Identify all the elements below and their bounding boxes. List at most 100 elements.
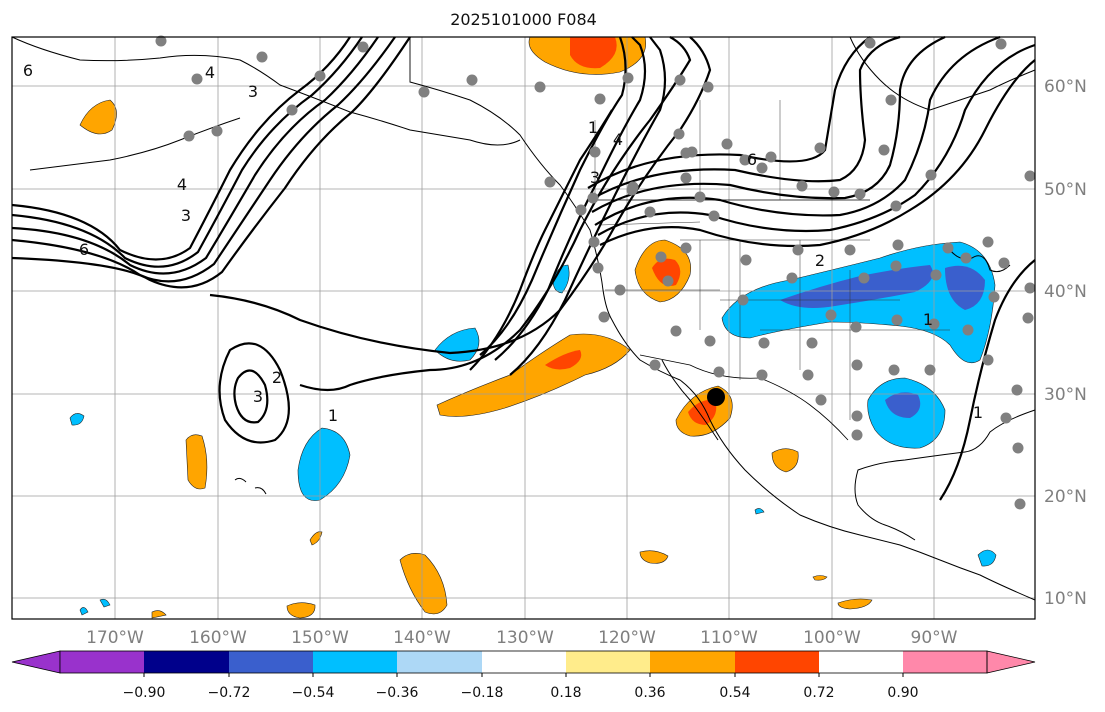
contour-label: 1 <box>973 403 983 422</box>
station-marker <box>740 254 752 266</box>
station-marker <box>155 35 167 47</box>
contour-label: 3 <box>181 206 191 225</box>
contour-line <box>594 35 1001 226</box>
longitude-tick-label: 110°W <box>700 628 758 648</box>
station-marker <box>802 369 814 381</box>
shaded-field <box>69 36 997 619</box>
station-marker <box>708 210 720 222</box>
colorbar: −0.90 −0.72 −0.54 −0.36 −0.18 0.18 0.36 0.54 0.7… <box>11 650 1036 701</box>
colorbar-tick-label: 0.36 <box>634 685 665 701</box>
station-marker <box>614 284 626 296</box>
station-marker <box>183 130 195 142</box>
station-marker <box>662 275 674 287</box>
contour-line <box>494 36 647 361</box>
station-marker <box>924 364 936 376</box>
island-hawaii <box>234 477 267 495</box>
station-marker <box>928 318 940 330</box>
station-marker <box>786 272 798 284</box>
station-marker <box>888 364 900 376</box>
contour-label: 1 <box>923 310 933 329</box>
canada-province-borders <box>409 37 781 200</box>
station-marker <box>418 86 430 98</box>
contour-label: 3 <box>248 82 258 101</box>
station-marker <box>851 359 863 371</box>
contour-line <box>469 109 613 371</box>
contour-line <box>11 36 396 283</box>
colorbar-segment <box>566 651 650 673</box>
station-marker <box>534 81 546 93</box>
station-marker <box>713 366 725 378</box>
colorbar-segment <box>229 651 313 673</box>
longitude-tick-label: 120°W <box>598 628 656 648</box>
negative-area <box>79 607 89 616</box>
map-gridlines <box>12 37 1035 619</box>
station-marker <box>466 74 478 86</box>
contour-label: 6 <box>79 240 89 259</box>
colorbar-tick-label: −0.90 <box>123 685 166 701</box>
latitude-tick-label: 20°N <box>1044 487 1087 507</box>
colorbar-segment <box>482 651 566 673</box>
longitude-tick-label: 90°W <box>911 628 958 648</box>
station-marker <box>885 94 897 106</box>
colorbar-tick-label: −0.54 <box>292 685 335 701</box>
station-marker <box>828 186 840 198</box>
station-marker <box>942 242 954 254</box>
latitude-tick-label: 10°N <box>1044 589 1087 609</box>
station-marker <box>673 128 685 140</box>
station-marker <box>721 138 733 150</box>
contour-label: 4 <box>177 175 187 194</box>
station-marker <box>796 180 808 192</box>
latitude-tick-label: 40°N <box>1044 282 1087 302</box>
station-marker <box>962 324 974 336</box>
longitude-tick-label: 140°W <box>393 628 451 648</box>
contour-label: 2 <box>815 251 825 270</box>
station-marker <box>694 191 706 203</box>
coastline-baja <box>661 359 719 441</box>
longitude-tick-label: 150°W <box>291 628 349 648</box>
coastline-aleutians <box>29 117 241 171</box>
station-marker <box>256 51 268 63</box>
coastline-gulf <box>854 409 1036 541</box>
colorbar-segment <box>735 651 819 673</box>
colorbar-tick-label: 0.90 <box>887 685 918 701</box>
contour-line <box>589 35 901 201</box>
colorbar-segment <box>60 651 144 673</box>
station-marker <box>878 144 890 156</box>
contour-label: 4 <box>613 130 623 149</box>
positive-core <box>545 350 582 370</box>
negative-area <box>69 413 85 426</box>
colorbar-extend-high <box>986 650 1036 674</box>
longitude-tick-label: 100°W <box>803 628 861 648</box>
station-markers <box>155 35 1036 510</box>
station-marker <box>995 38 1007 50</box>
station-marker <box>686 146 698 158</box>
station-marker <box>998 257 1010 269</box>
station-marker <box>890 200 902 212</box>
contour-line <box>599 59 1036 248</box>
station-marker <box>825 309 837 321</box>
contour-line <box>233 369 269 424</box>
colorbar-tick-label: 0.18 <box>550 685 581 701</box>
contour-label: 6 <box>747 150 757 169</box>
station-marker <box>737 294 749 306</box>
station-marker <box>357 41 369 53</box>
colorbar-tick-label: −0.18 <box>461 685 504 701</box>
colorbar-segment <box>650 651 735 673</box>
latitude-tick-label: 30°N <box>1044 385 1087 405</box>
positive-area <box>771 448 799 473</box>
station-marker <box>988 291 1000 303</box>
latitude-tick-labels: 60°N 50°N 40°N 30°N 20°N 10°N <box>1044 77 1087 609</box>
station-marker <box>702 81 714 93</box>
station-marker <box>765 151 777 163</box>
contour-line <box>11 36 379 275</box>
colorbar-tick-label: 0.72 <box>803 685 834 701</box>
positive-area <box>151 610 167 619</box>
station-marker <box>982 354 994 366</box>
longitude-tick-label: 130°W <box>496 628 554 648</box>
contour-line <box>939 259 1036 501</box>
station-marker <box>211 125 223 137</box>
longitude-tick-labels: 170°W 160°W 150°W 140°W 130°W 120°W 110°W 100°W… <box>86 628 958 648</box>
contour-label: 1 <box>588 118 598 137</box>
station-marker <box>594 93 606 105</box>
